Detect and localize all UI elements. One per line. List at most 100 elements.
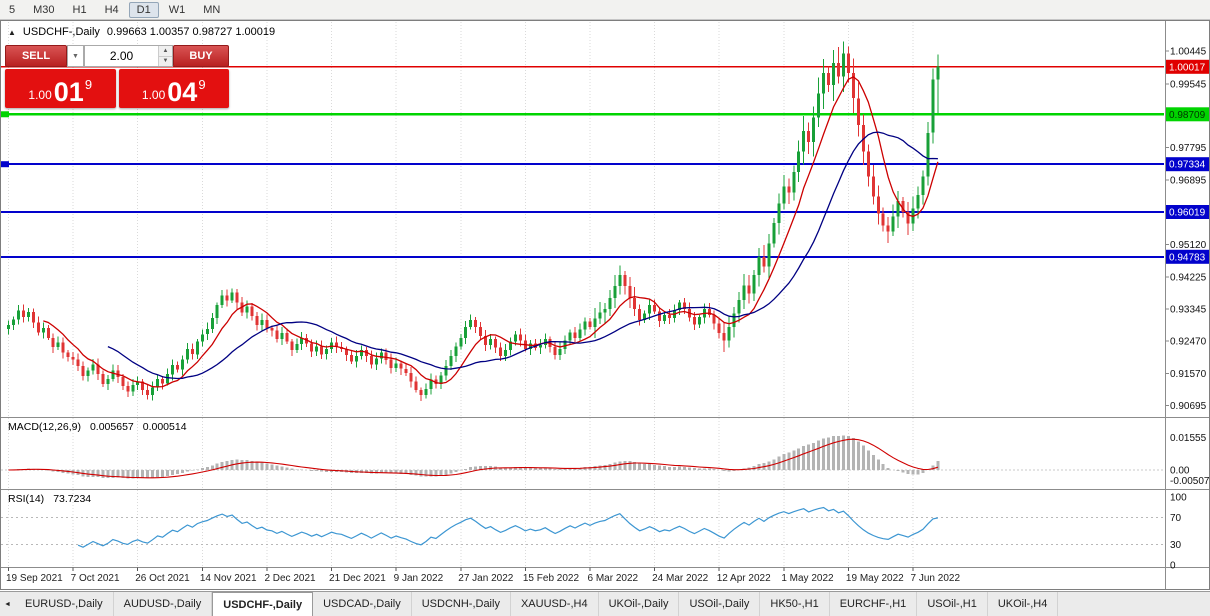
tab-usdcnh-daily[interactable]: USDCNH-,Daily	[412, 592, 511, 616]
candle-body	[802, 130, 806, 152]
price-badge-label: 0.98709	[1169, 110, 1206, 121]
candle-body	[71, 357, 75, 360]
candle-body	[866, 151, 870, 177]
candle-body	[454, 346, 458, 357]
candle-body	[777, 203, 781, 223]
candle-body	[489, 339, 493, 346]
tab-eurchf-h1[interactable]: EURCHF-,H1	[830, 592, 918, 616]
candle-body	[270, 328, 274, 331]
timeframe-w1-button[interactable]: W1	[168, 3, 186, 16]
timeframe-mn-button[interactable]: MN	[203, 3, 221, 16]
candle-body	[101, 374, 105, 384]
candle-body	[469, 319, 473, 328]
candle-body	[598, 312, 602, 319]
sell-button[interactable]: SELL	[5, 45, 67, 67]
volume-input[interactable]	[85, 46, 158, 66]
volume-increment-button[interactable]: ▲	[159, 46, 172, 57]
candle-body	[752, 275, 756, 294]
tab-usdchf-daily[interactable]: USDCHF-,Daily	[212, 592, 314, 616]
macd-axis-label: 0.01555	[1170, 433, 1207, 444]
volume-decrement-button[interactable]: ▼	[159, 56, 172, 66]
tab-usdcad-daily[interactable]: USDCAD-,Daily	[313, 592, 412, 616]
timeframe-m30-button[interactable]: M30	[33, 3, 55, 16]
candle-body	[608, 298, 612, 309]
candle-body	[588, 321, 592, 327]
tab-usoil-h1[interactable]: USOil-,H1	[917, 592, 988, 616]
buy-price-button[interactable]: 1.00 04 9	[118, 69, 229, 108]
candle-body	[578, 329, 582, 338]
buy-price-big-digits: 04	[167, 77, 198, 107]
candle-body	[692, 317, 696, 325]
candle-body	[245, 306, 249, 313]
candle-body	[300, 337, 304, 345]
candle-body	[96, 364, 100, 375]
tab-usoil-daily[interactable]: USOil-,Daily	[679, 592, 761, 616]
macd-signal-line	[8, 438, 939, 479]
date-label: 6 Mar 2022	[587, 573, 638, 584]
candle-body	[106, 379, 110, 385]
candle-body	[185, 348, 189, 360]
rsi-value: 73.7234	[53, 493, 92, 505]
candle-body	[205, 328, 209, 335]
candle-body	[275, 330, 279, 340]
candle-body	[484, 336, 488, 346]
candle-body	[116, 370, 120, 377]
rsi-indicator-header: RSI(14) 73.7234	[8, 493, 91, 505]
candle-body	[633, 298, 637, 309]
price-badge-label: 0.96019	[1169, 208, 1206, 219]
tab-ukoil-h4[interactable]: UKOil-,H4	[988, 592, 1059, 616]
candle-body	[444, 365, 448, 376]
candle-body	[151, 387, 155, 395]
candle-body	[325, 348, 329, 355]
tabs-scroll-left-button[interactable]: ◄	[4, 600, 11, 608]
tab-xauusd-h4[interactable]: XAUUSD-,H4	[511, 592, 599, 616]
candle-body	[374, 358, 378, 365]
sell-price-big-digits: 01	[53, 77, 84, 107]
timeframe-d1-button[interactable]: D1	[128, 1, 159, 18]
candle-body	[881, 213, 885, 226]
tab-eurusd-daily[interactable]: EURUSD-,Daily	[15, 592, 114, 616]
ma-slow-line	[107, 131, 938, 380]
candle-body	[504, 349, 507, 357]
candle-body	[290, 341, 294, 350]
collapse-panel-icon[interactable]: ▲	[8, 27, 16, 37]
price-badge	[1166, 205, 1209, 219]
candle-body	[195, 341, 199, 355]
candle-body	[111, 370, 115, 379]
timeframe-h1-button[interactable]: H1	[72, 3, 87, 16]
candle-body	[320, 346, 324, 355]
rsi-axis-label: 100	[1170, 493, 1187, 504]
level-line-blue-1-marker[interactable]	[1, 161, 9, 168]
timeframe-h4-button[interactable]: H4	[104, 3, 119, 16]
candle-body	[782, 186, 786, 204]
candle-body	[648, 305, 652, 314]
date-label: 7 Jun 2022	[911, 573, 961, 584]
candle-body	[836, 63, 840, 77]
candle-body	[7, 325, 10, 329]
candle-body	[538, 345, 542, 348]
timeframe-m5-button[interactable]: 5	[9, 3, 16, 16]
candle-body	[832, 63, 836, 85]
candle-body	[255, 316, 259, 326]
support-line-green-marker[interactable]	[1, 111, 9, 118]
buy-button[interactable]: BUY	[173, 45, 229, 67]
tab-hk50-h1[interactable]: HK50-,H1	[760, 592, 830, 616]
date-label: 21 Dec 2021	[329, 573, 386, 584]
candle-body	[876, 196, 880, 214]
candle-body	[896, 201, 900, 217]
tab-ukoil-daily[interactable]: UKOil-,Daily	[599, 592, 680, 616]
date-label: 14 Nov 2021	[200, 573, 257, 584]
trade-options-dropdown[interactable]: ▼	[67, 45, 84, 67]
candle-body	[906, 211, 910, 224]
macd-label: MACD(12,26,9)	[8, 421, 81, 433]
candle-body	[787, 186, 791, 193]
candle-body	[643, 313, 647, 320]
tab-audusd-daily[interactable]: AUDUSD-,Daily	[114, 592, 213, 616]
candle-body	[762, 256, 766, 267]
sell-price-button[interactable]: 1.00 01 9	[5, 69, 116, 108]
candle-body	[479, 327, 483, 337]
candle-body	[136, 381, 140, 386]
date-label: 1 May 2022	[781, 573, 834, 584]
candle-body	[653, 305, 657, 312]
candle-body	[364, 349, 368, 357]
